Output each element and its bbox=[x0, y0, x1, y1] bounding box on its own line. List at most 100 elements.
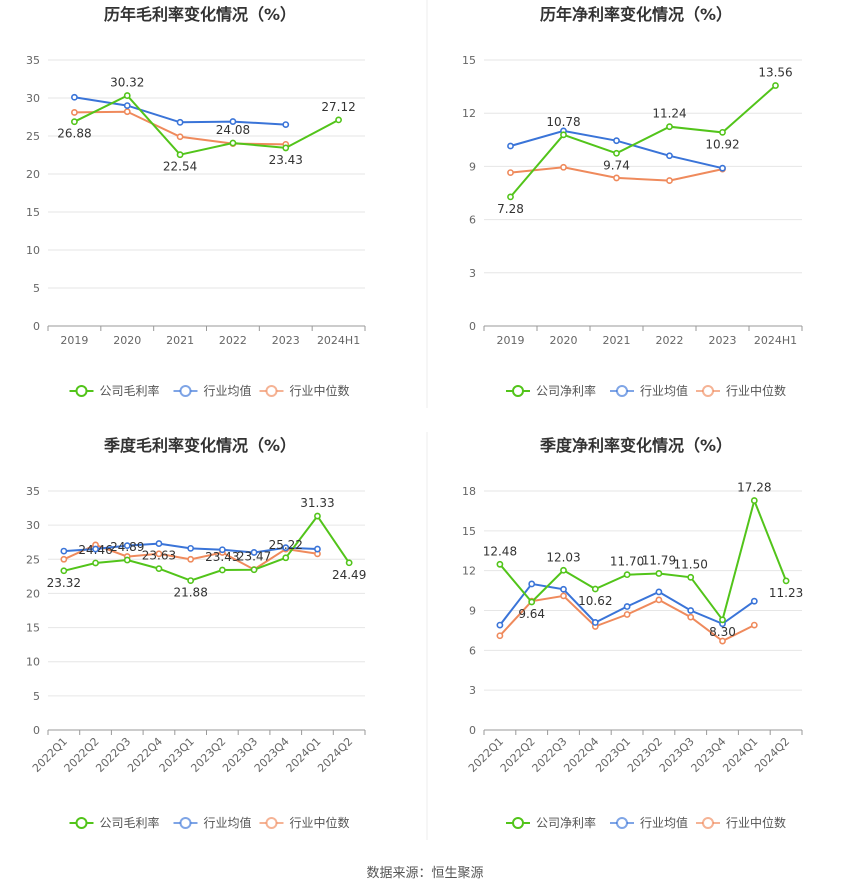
x-tick-label: 2022 bbox=[656, 334, 684, 347]
data-point-industry_median bbox=[560, 163, 567, 171]
data-point-industry_avg bbox=[750, 597, 758, 605]
legend-marker-industry_avg bbox=[179, 385, 192, 397]
data-label: 31.33 bbox=[300, 496, 334, 510]
data-point-company bbox=[687, 573, 695, 581]
x-tick-label: 2024Q2 bbox=[315, 735, 355, 775]
legend-label: 公司净利率 bbox=[536, 815, 596, 830]
y-tick-label: 30 bbox=[26, 92, 40, 105]
legend-marker-company bbox=[75, 817, 88, 829]
y-tick-label: 0 bbox=[469, 320, 476, 333]
data-point-industry_avg bbox=[613, 137, 620, 145]
chart-title: 季度毛利率变化情况（%） bbox=[103, 436, 296, 455]
data-label: 25.22 bbox=[269, 538, 303, 552]
y-tick-label: 0 bbox=[33, 724, 40, 737]
data-label: 23.63 bbox=[142, 549, 176, 563]
data-label: 23.43 bbox=[205, 550, 239, 564]
series-line-company bbox=[509, 84, 777, 198]
series-line-company bbox=[499, 497, 788, 623]
y-tick-label: 30 bbox=[26, 519, 40, 532]
y-tick-label: 3 bbox=[469, 267, 476, 280]
y-tick-label: 15 bbox=[26, 206, 40, 219]
data-point-industry_avg bbox=[123, 102, 131, 109]
y-tick-label: 20 bbox=[26, 587, 40, 600]
data-label: 23.47 bbox=[237, 550, 271, 564]
data-point-company bbox=[71, 118, 78, 126]
y-tick-label: 10 bbox=[26, 244, 40, 257]
data-label: 13.56 bbox=[758, 66, 792, 80]
data-point-industry_avg bbox=[282, 121, 290, 128]
data-point-industry_avg bbox=[218, 546, 226, 554]
y-tick-label: 6 bbox=[469, 214, 476, 227]
data-point-industry_median bbox=[60, 555, 68, 563]
chart-annual-net: 历年净利率变化情况（%） 0 3 6 9 12 15 2019 2020 2021 2022 2023… bbox=[462, 5, 803, 398]
data-label: 24.49 bbox=[332, 568, 366, 582]
data-point-company bbox=[250, 566, 258, 574]
legend-marker-industry_median bbox=[702, 817, 714, 829]
chart-quarterly-gross: 季度毛利率变化情况（%）051015202530352022Q12022Q220… bbox=[26, 436, 366, 830]
chart-annual-gross: 历年毛利率变化情况（%） 0 5 10 15 20 25 30 35 2019 2020 2021 20… bbox=[26, 5, 366, 398]
data-point-industry_avg bbox=[560, 585, 567, 593]
data-point-industry_median bbox=[613, 174, 620, 182]
x-tick-label: 2021 bbox=[603, 334, 631, 347]
data-label: 12.03 bbox=[546, 550, 580, 564]
data-point-industry_median bbox=[507, 169, 514, 177]
legend-label: 公司净利率 bbox=[536, 383, 596, 398]
legend-marker-company bbox=[512, 385, 524, 397]
data-point-company bbox=[345, 559, 353, 567]
data-point-industry_avg bbox=[60, 547, 68, 555]
data-point-company bbox=[218, 566, 226, 574]
legend-label: 公司毛利率 bbox=[100, 383, 160, 398]
data-point-industry_median bbox=[176, 133, 184, 141]
data-point-company bbox=[92, 559, 99, 567]
x-tick-label: 2020 bbox=[550, 334, 578, 347]
data-label: 11.50 bbox=[674, 557, 708, 571]
y-tick-label: 6 bbox=[469, 644, 476, 657]
data-point-company bbox=[507, 193, 514, 201]
legend-label: 行业均值 bbox=[640, 815, 688, 830]
x-tick-label: 2024Q2 bbox=[752, 735, 792, 775]
legend: 公司毛利率 行业均值 行业中位数 bbox=[69, 815, 350, 830]
data-point-industry_median bbox=[750, 621, 758, 629]
legend: 公司毛利率 行业均值 行业中位数 bbox=[69, 383, 350, 398]
data-point-industry_avg bbox=[496, 621, 504, 629]
data-point-industry_avg bbox=[666, 152, 673, 160]
data-point-company bbox=[655, 570, 663, 577]
legend-marker-industry_avg bbox=[616, 385, 628, 397]
data-point-company bbox=[187, 577, 195, 584]
x-tick-label: 2021 bbox=[166, 334, 194, 347]
data-point-company bbox=[176, 151, 184, 159]
x-tick-label: 2023 bbox=[272, 334, 300, 347]
data-point-industry_median bbox=[719, 637, 726, 645]
data-point-industry_avg bbox=[314, 545, 321, 553]
legend: 公司净利率 行业均值 行业中位数 bbox=[506, 383, 786, 398]
y-tick-label: 9 bbox=[469, 160, 476, 173]
y-tick-label: 15 bbox=[26, 622, 40, 635]
legend-marker-industry_median bbox=[265, 817, 278, 829]
legend: 公司净利率 行业均值 行业中位数 bbox=[506, 815, 786, 830]
legend-marker-company bbox=[512, 817, 524, 829]
data-point-company bbox=[613, 149, 620, 157]
data-label: 27.12 bbox=[321, 100, 355, 114]
y-tick-label: 0 bbox=[469, 724, 476, 737]
legend-marker-industry_avg bbox=[616, 817, 628, 829]
y-tick-label: 15 bbox=[462, 525, 476, 538]
y-tick-label: 10 bbox=[26, 656, 40, 669]
data-point-industry_avg bbox=[591, 619, 599, 626]
data-point-company bbox=[335, 116, 342, 124]
data-point-industry_median bbox=[623, 611, 631, 618]
legend-marker-industry_median bbox=[702, 385, 714, 397]
data-point-company bbox=[282, 144, 290, 152]
data-label: 11.23 bbox=[769, 586, 803, 600]
data-point-company bbox=[750, 497, 758, 504]
chart-title: 历年净利率变化情况（%） bbox=[540, 5, 732, 24]
source-note: 数据来源：恒生聚源 bbox=[366, 866, 484, 881]
data-point-company bbox=[314, 512, 321, 520]
data-point-company bbox=[229, 139, 237, 147]
data-label: 11.70 bbox=[610, 555, 644, 569]
data-label: 24.46 bbox=[78, 543, 112, 557]
data-point-company bbox=[719, 616, 726, 624]
data-label: 17.28 bbox=[737, 481, 771, 495]
data-point-industry_median bbox=[71, 109, 78, 116]
data-point-company bbox=[528, 598, 536, 606]
